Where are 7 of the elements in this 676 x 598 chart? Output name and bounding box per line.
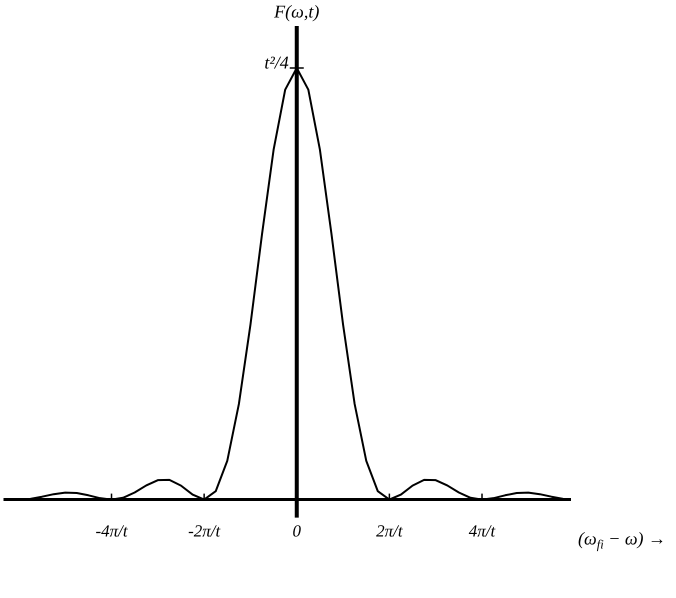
x-tick-label: 4π/t xyxy=(468,521,497,540)
x-tick-label: -4π/t xyxy=(95,521,129,540)
x-tick-label: 2π/t xyxy=(376,521,404,540)
y-axis-title: F(ω,t) xyxy=(273,2,320,22)
annotation: t²/4 xyxy=(264,52,289,73)
x-tick-label: -2π/t xyxy=(188,521,222,540)
x-tick-label: 0 xyxy=(292,521,302,540)
